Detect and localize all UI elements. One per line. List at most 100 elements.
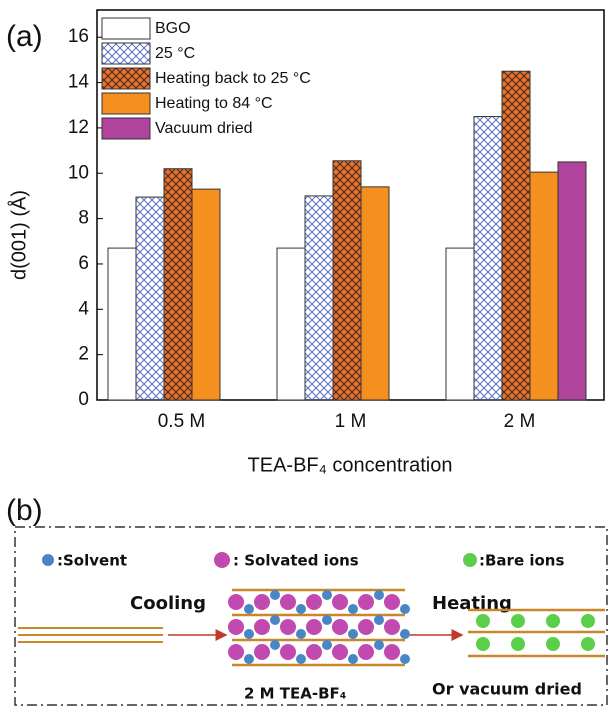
diagram: (b) :Solvent : Solvated ions :Bare ions … [6,494,608,706]
x-tick-label: 1 M [335,411,367,432]
solvent [322,590,332,600]
bare-ion [581,614,595,628]
bar [191,188,221,401]
solvent [244,604,254,614]
legend-swatch [101,117,151,140]
bare-ion [546,614,560,628]
ion [332,594,348,610]
ion [280,644,296,660]
ion [280,619,296,635]
ion [228,644,244,660]
solvent [296,629,306,639]
x-tick-label: 2 M [504,411,536,432]
y-tick-label: 2 [78,344,89,365]
ion [228,594,244,610]
solvent [374,615,384,625]
bar [473,116,503,401]
bar [501,70,531,401]
ion [306,644,322,660]
legend-text: :Bare ions [479,552,564,570]
bare-ion [476,614,490,628]
legend-swatch [101,67,151,90]
frame [14,526,608,706]
bar [332,160,362,401]
bar [529,171,559,401]
solvent [348,654,358,664]
solvent [270,640,280,650]
solvent [374,590,384,600]
ion [254,644,270,660]
ion [384,644,400,660]
ion [358,619,374,635]
y-tick-label: 4 [78,298,89,319]
legend-text: : Solvated ions [233,552,359,570]
solvent [374,640,384,650]
bare-ion [581,637,595,651]
ion [332,644,348,660]
cooling-label: Cooling [130,593,206,614]
solvent [400,604,410,614]
bare-ion [546,637,560,651]
panel-label: (a) [6,20,43,53]
ion-dot [214,552,230,568]
legend-label: BGO [155,20,191,37]
solvent [322,640,332,650]
y-axis-label: d(001) (Å) [7,190,30,280]
legend-label: Vacuum dried [155,120,253,137]
legend-swatch [101,42,151,65]
bar [360,186,390,401]
center-label: 2 M TEA-BF₄ [244,685,346,703]
bar [557,161,587,401]
bar [107,247,137,401]
ion [306,594,322,610]
ion [332,619,348,635]
ion [384,594,400,610]
y-tick-label: 16 [68,26,89,47]
bar [276,247,306,401]
bare-dot [463,553,477,567]
vacuum-label: Or vacuum dried [432,680,582,699]
legend-swatch [101,17,151,40]
ion [228,619,244,635]
y-tick-label: 0 [78,389,89,410]
solvent [348,629,358,639]
y-tick-label: 8 [78,208,89,229]
bare-ion [476,637,490,651]
legend-text: :Solvent [57,552,127,570]
ion [306,619,322,635]
ion [280,594,296,610]
solvent [348,604,358,614]
y-tick-label: 14 [68,72,90,93]
bar [163,168,193,401]
y-tick-label: 6 [78,253,89,274]
ion [358,594,374,610]
solvent [244,654,254,664]
y-tick-label: 10 [68,162,89,183]
solvent [270,615,280,625]
solvent [270,590,280,600]
x-axis-label: TEA-BF₄ concentration [248,454,453,476]
solvent [400,654,410,664]
bare-ion [511,614,525,628]
legend-label: Heating back to 25 °C [155,70,311,87]
solvent [400,629,410,639]
bar [304,195,334,401]
ion [384,619,400,635]
bare-ion [511,637,525,651]
solvent [296,604,306,614]
legend-label: 25 °C [155,45,195,62]
solvent [296,654,306,664]
bar [135,196,165,401]
bar [445,247,475,401]
legend-label: Heating to 84 °C [155,95,273,112]
y-tick-label: 12 [68,117,89,138]
ion [254,619,270,635]
ion [358,644,374,660]
x-tick-label: 0.5 M [158,411,206,432]
ion [254,594,270,610]
panel-label: (b) [6,494,43,527]
solvent [244,629,254,639]
legend-swatch [101,92,151,115]
